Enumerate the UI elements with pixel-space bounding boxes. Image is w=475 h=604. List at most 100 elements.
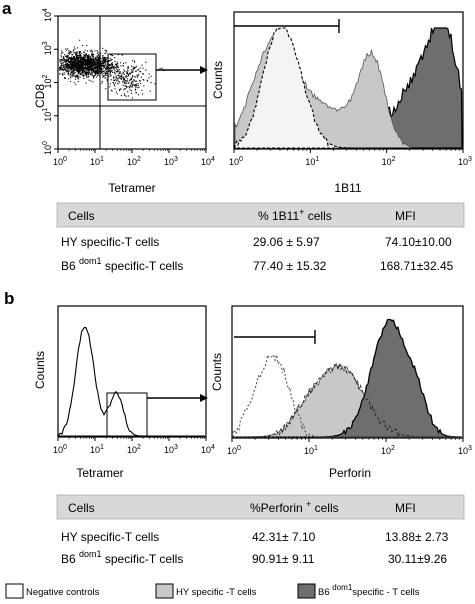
event-dot (105, 50, 107, 52)
dotplot-ylabel: CD8 (33, 84, 47, 108)
event-dot (98, 72, 100, 74)
event-dot (129, 84, 131, 86)
event-dot (62, 62, 64, 64)
event-dot (84, 59, 86, 61)
event-dot (86, 56, 88, 58)
event-dot (99, 64, 101, 66)
event-dot (135, 67, 137, 69)
event-dot (84, 63, 86, 65)
event-dot (95, 62, 97, 64)
event-dot (84, 58, 86, 60)
event-dot (79, 63, 81, 65)
event-dot (76, 52, 78, 54)
event-dot (129, 89, 131, 91)
event-dot (115, 63, 117, 65)
event-dot (111, 63, 113, 65)
event-dot (78, 53, 80, 55)
event-dot (117, 77, 119, 79)
event-dot (61, 50, 63, 52)
event-dot (104, 69, 106, 71)
event-dot (75, 54, 77, 56)
event-dot (76, 60, 78, 62)
event-dot (149, 90, 151, 92)
event-dot (111, 65, 113, 67)
event-dot (106, 51, 108, 53)
event-dot (137, 84, 139, 86)
event-dot (113, 78, 115, 80)
event-dot (73, 57, 75, 59)
x-tick-label: 102 (381, 445, 395, 456)
table-b: Cells %Perforin + cells MFI HY specific-… (56, 494, 465, 566)
event-dot (87, 64, 89, 66)
event-dot (68, 74, 70, 76)
event-dot (93, 64, 95, 66)
event-dot (110, 71, 112, 73)
event-dot (96, 65, 98, 67)
event-dot (69, 61, 71, 63)
event-dot (87, 55, 89, 57)
event-dot (67, 71, 69, 73)
event-dot (85, 71, 87, 73)
event-dot (133, 79, 135, 81)
event-dot (92, 77, 94, 79)
event-dot (150, 75, 152, 77)
event-dot (103, 58, 105, 60)
legend-swatch-b6dom1 (297, 583, 316, 599)
event-dot (112, 81, 114, 83)
event-dot (63, 66, 65, 68)
event-dot (117, 82, 119, 84)
event-dot (79, 72, 81, 74)
event-dot (139, 67, 141, 69)
table-a-row2-mfi: 168.71±32.45 (380, 259, 454, 273)
histogram-1b11-xlabel: 1B11 (334, 181, 361, 195)
event-dot (83, 63, 85, 65)
event-dot (74, 75, 76, 77)
event-dot (64, 64, 66, 66)
event-dot (96, 68, 98, 70)
event-dot (93, 62, 95, 64)
event-dot (76, 77, 78, 79)
event-dot (60, 65, 62, 67)
event-dot (94, 72, 96, 74)
event-dot (105, 61, 107, 63)
event-dot (67, 65, 69, 67)
event-dot (67, 68, 69, 70)
event-dot (133, 60, 135, 62)
event-dot (94, 60, 96, 62)
event-dot (70, 72, 72, 74)
event-dot (80, 72, 82, 74)
event-dot (76, 70, 78, 72)
event-dot (73, 72, 75, 74)
event-dot (111, 54, 113, 56)
event-dot (98, 64, 100, 66)
legend-label-negative: Negative controls (26, 587, 100, 598)
event-dot (91, 60, 93, 62)
event-dot (85, 61, 87, 63)
event-dot (135, 65, 137, 67)
event-dot (63, 56, 65, 58)
event-dot (101, 81, 103, 83)
event-dot (75, 76, 77, 78)
event-dot (137, 87, 139, 89)
event-dot (91, 72, 93, 74)
x-tick-label: 100 (53, 444, 67, 455)
event-dot (81, 74, 83, 76)
event-dot (113, 79, 115, 81)
event-dot (73, 71, 75, 73)
event-dot (82, 44, 84, 46)
event-dot (87, 69, 89, 71)
event-dot (79, 39, 81, 41)
event-dot (115, 91, 117, 93)
event-dot (73, 70, 75, 72)
event-dot (87, 59, 89, 61)
event-dot (82, 69, 84, 71)
event-dot (91, 50, 93, 52)
table-a-header-pct: % 1B11+ cells (258, 207, 332, 223)
table-a-header-mfi: MFI (395, 209, 416, 223)
event-dot (90, 69, 92, 71)
event-dot (71, 59, 73, 61)
event-dot (82, 66, 84, 68)
event-dot (117, 65, 119, 67)
event-dot (89, 66, 91, 68)
event-dot (62, 74, 64, 76)
